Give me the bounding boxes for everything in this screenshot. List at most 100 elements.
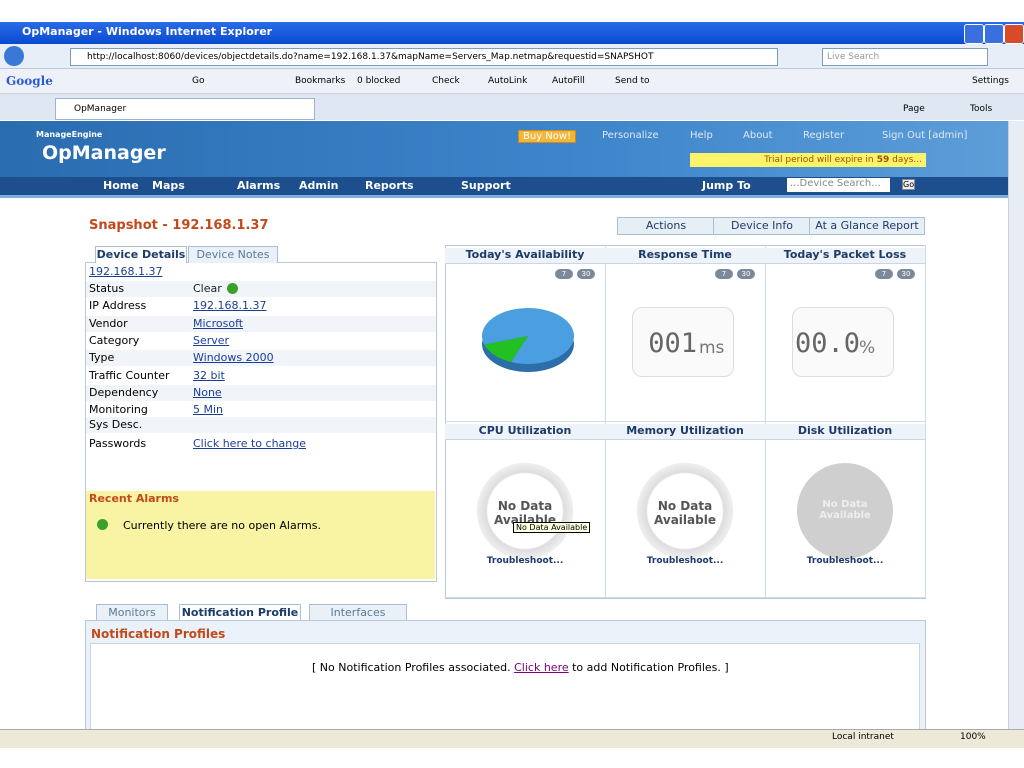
browser-tab[interactable]: OpManager	[55, 98, 315, 120]
search-go[interactable]: Go	[902, 179, 916, 190]
action-button[interactable]: Device Info	[713, 217, 811, 235]
digital-display	[792, 307, 894, 377]
trial-trial_unit: days...	[889, 155, 922, 165]
alarms-box	[86, 491, 435, 579]
period-button[interactable]: 30	[897, 269, 915, 279]
panel-title: CPU Utilization	[445, 424, 605, 440]
toolbar-item[interactable]: 0 blocked	[357, 76, 401, 86]
command-tools[interactable]: Tools	[970, 104, 993, 114]
gauge-message: No Data Available	[654, 499, 716, 527]
nav-item[interactable]: Maps	[152, 179, 185, 192]
header-link[interactable]: Register	[803, 130, 845, 141]
header-link[interactable]: Sign Out [admin]	[882, 130, 968, 141]
toolbar-item[interactable]: Settings	[972, 76, 1009, 86]
command-page[interactable]: Page	[903, 104, 925, 114]
header-link[interactable]: Personalize	[602, 130, 659, 141]
snapshot-title: Snapshot - 192.168.1.37	[89, 218, 269, 233]
search-box[interactable]: Live Search	[822, 48, 988, 66]
panel	[605, 421, 766, 598]
google-row	[0, 69, 1024, 94]
notification-post: to add Notification Profiles. ]	[568, 661, 729, 674]
buy-now[interactable]: Buy Now!	[518, 130, 577, 143]
action-button[interactable]: Actions	[617, 217, 715, 235]
nav-item[interactable]: Support	[461, 179, 511, 192]
detail-value[interactable]: 5 Min	[193, 403, 224, 416]
toolbar-item[interactable]: Bookmarks	[295, 76, 346, 86]
pie-slice	[484, 336, 528, 363]
detail-row	[86, 368, 436, 384]
device-tab[interactable]: Device Notes	[188, 246, 278, 263]
header-link[interactable]: Help	[690, 130, 713, 141]
nav-item[interactable]: Admin	[299, 179, 339, 192]
period-button[interactable]: 7	[715, 269, 733, 279]
status-zone: Local intranet	[832, 732, 894, 742]
period-button[interactable]: 7	[875, 269, 893, 279]
status-ok-icon	[227, 283, 238, 294]
notification-inner	[90, 643, 920, 731]
detail-value[interactable]: None	[193, 386, 222, 399]
detail-row	[86, 281, 436, 297]
bottom-tab[interactable]: Monitors	[96, 604, 168, 621]
troubleshoot-link[interactable]: Troubleshoot...	[806, 556, 884, 566]
detail-value[interactable]: Microsoft	[193, 317, 244, 330]
trial-trial_text: Trial period will expire in	[764, 155, 874, 165]
detail-value[interactable]: Server	[193, 334, 230, 347]
window-button[interactable]	[984, 24, 1004, 44]
detail-value[interactable]: Windows 2000	[193, 351, 274, 364]
digital-display	[632, 307, 734, 377]
bottom-tab[interactable]: Interfaces	[309, 604, 407, 621]
jump-to[interactable]: Jump To	[702, 179, 751, 192]
window-button[interactable]	[1004, 24, 1024, 44]
window-title: OpManager - Windows Internet Explorer	[22, 25, 273, 38]
panel-title: Disk Utilization	[765, 424, 925, 440]
detail-label: Vendor	[89, 317, 128, 330]
nav-item[interactable]: Reports	[365, 179, 414, 192]
trial-banner: Trial period will expire in 59 days...	[690, 153, 926, 167]
trial-trial_days: 59	[873, 155, 890, 165]
notification-pre: [ No Notification Profiles associated.	[312, 661, 515, 674]
panel	[445, 421, 606, 598]
troubleshoot-link[interactable]: Troubleshoot...	[646, 556, 724, 566]
detail-value[interactable]: Click here to change	[193, 437, 307, 450]
period-button[interactable]: 30	[577, 269, 595, 279]
device-tab[interactable]: Device Details	[95, 246, 187, 263]
notification-link[interactable]: Click here	[514, 661, 569, 674]
address-bar[interactable]: http://localhost:8060/devices/objectdeta…	[70, 48, 778, 66]
header-link[interactable]: About	[743, 130, 773, 141]
gauge	[477, 463, 573, 559]
detail-label: Type	[89, 351, 115, 364]
period-button[interactable]: 30	[737, 269, 755, 279]
troubleshoot-link[interactable]: Troubleshoot...	[486, 556, 564, 566]
product: OpManager	[42, 142, 166, 164]
status-zoom[interactable]: 100%	[960, 732, 986, 742]
alarms-message: Currently there are no open Alarms.	[123, 519, 321, 532]
toolbar-item[interactable]: AutoLink	[488, 76, 528, 86]
detail-label: IP Address	[89, 299, 147, 312]
window-button[interactable]	[964, 24, 984, 44]
nav-item[interactable]: Home	[103, 179, 139, 192]
back-button[interactable]	[4, 46, 24, 66]
detail-value: Clear	[193, 282, 222, 295]
toolbar-item[interactable]: Check	[432, 76, 460, 86]
detail-value[interactable]: 192.168.1.37	[193, 299, 267, 312]
device-name[interactable]: 192.168.1.37	[89, 265, 163, 278]
panel-title: Response Time	[605, 248, 765, 264]
period-button[interactable]: 7	[555, 269, 573, 279]
nav-item[interactable]: Alarms	[237, 179, 281, 192]
detail-row	[86, 350, 436, 366]
panel	[765, 421, 926, 598]
detail-row	[86, 298, 436, 314]
action-button[interactable]: At a Glance Report	[809, 217, 925, 235]
notification-title: Notification Profiles	[91, 627, 226, 641]
toolbar-item[interactable]: Go	[192, 76, 205, 86]
tooltip: No Data Available	[513, 522, 591, 533]
toolbar-item[interactable]: Send to	[615, 76, 650, 86]
panel	[445, 245, 606, 422]
detail-value[interactable]: 32 bit	[193, 369, 225, 382]
toolbar-item[interactable]: AutoFill	[552, 76, 585, 86]
panel-title: Memory Utilization	[605, 424, 765, 440]
device-search[interactable]: ...Device Search...	[787, 178, 890, 192]
bottom-tab[interactable]: Notification Profile	[179, 604, 301, 621]
